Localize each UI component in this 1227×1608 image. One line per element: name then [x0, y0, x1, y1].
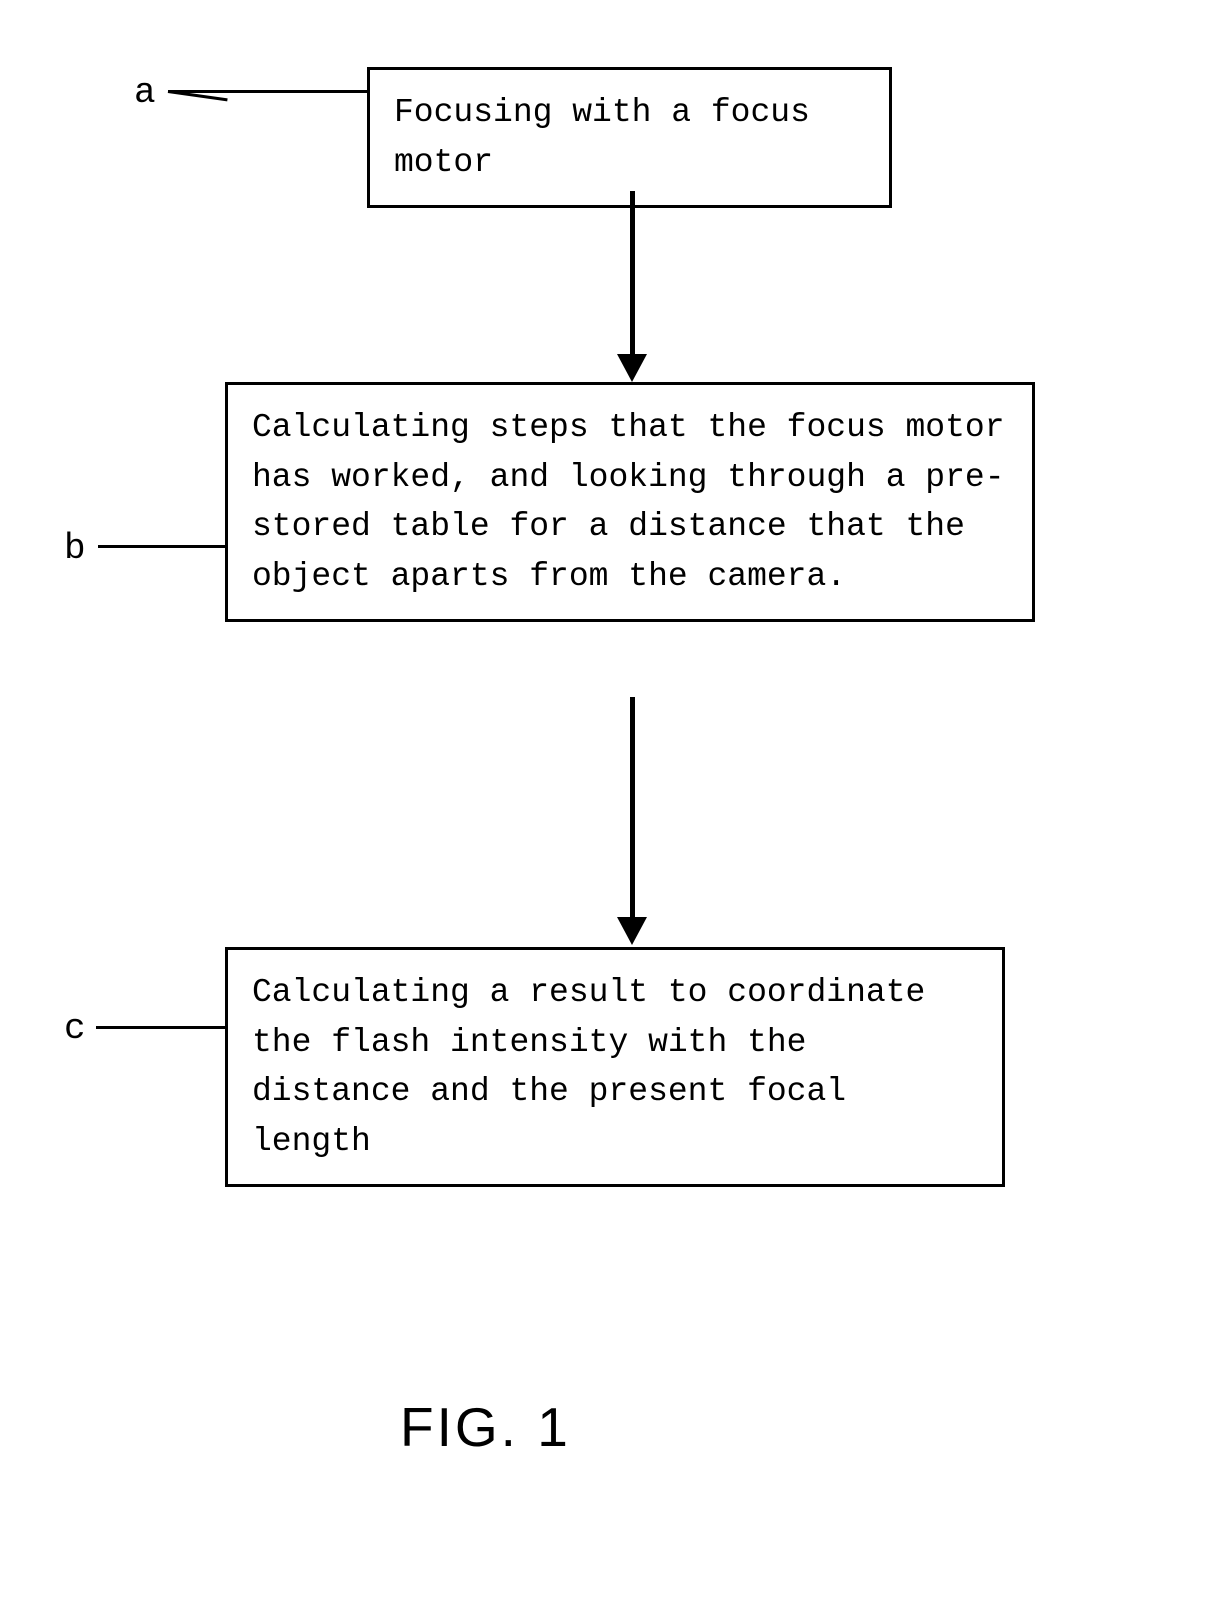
- connector-line-a: [168, 90, 367, 93]
- arrow-a-to-b: [617, 191, 647, 382]
- node-label-a: a: [134, 72, 156, 113]
- arrow-line: [630, 191, 635, 356]
- flowchart-node-a: Focusing with a focus motor: [367, 67, 892, 208]
- arrow-b-to-c: [617, 697, 647, 945]
- connector-line-c: [96, 1026, 225, 1029]
- node-label-b: b: [64, 528, 86, 569]
- connector-line-b: [98, 545, 225, 548]
- arrow-head-icon: [617, 917, 647, 945]
- flowchart-node-b: Calculating steps that the focus motor h…: [225, 382, 1035, 622]
- arrow-line: [630, 697, 635, 919]
- figure-caption: FIG. 1: [400, 1395, 571, 1459]
- node-text-c: Calculating a result to coordinate the f…: [252, 974, 925, 1160]
- node-label-c: c: [64, 1008, 86, 1049]
- flowchart-node-c: Calculating a result to coordinate the f…: [225, 947, 1005, 1187]
- node-text-a: Focusing with a focus motor: [394, 94, 810, 181]
- flowchart-container: a Focusing with a focus motor b Calculat…: [0, 0, 1227, 1608]
- node-text-b: Calculating steps that the focus motor h…: [252, 409, 1005, 595]
- arrow-head-icon: [617, 354, 647, 382]
